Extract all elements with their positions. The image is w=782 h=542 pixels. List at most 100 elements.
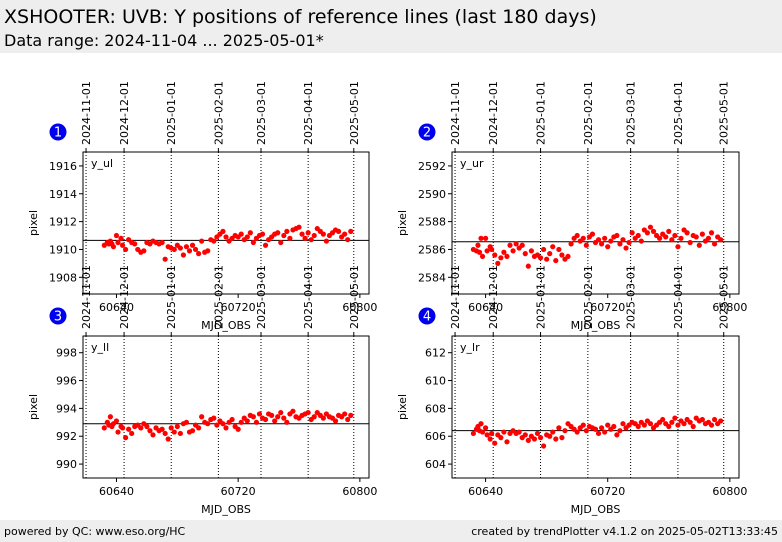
- data-point: [489, 246, 495, 253]
- data-point: [262, 416, 269, 423]
- data-point: [171, 246, 177, 253]
- plot-frame: [82, 335, 370, 479]
- data-point: [345, 416, 351, 423]
- data-point: [162, 256, 168, 262]
- month-date-label: 2024-12-01: [487, 265, 500, 329]
- data-point: [272, 418, 278, 424]
- data-point: [583, 242, 589, 248]
- data-point: [650, 228, 657, 234]
- data-point: [269, 412, 275, 418]
- x-tick-label: 60800: [342, 485, 377, 498]
- data-point: [476, 249, 483, 255]
- month-date-label: 2024-12-01: [118, 265, 131, 329]
- data-point: [281, 232, 287, 239]
- data-point: [144, 423, 150, 430]
- plot-frame: [451, 335, 740, 479]
- x-axis-label: MJD_OBS: [571, 319, 621, 332]
- y-tick-label: 998: [56, 347, 77, 360]
- page-header: XSHOOTER: UVB: Y positions of reference …: [0, 0, 782, 53]
- data-point: [475, 242, 481, 248]
- data-point: [174, 423, 180, 430]
- month-date-label: 2025-02-01: [582, 265, 595, 329]
- data-point: [705, 235, 712, 241]
- data-point: [244, 234, 250, 240]
- data-point: [250, 239, 256, 246]
- data-point: [647, 421, 654, 427]
- x-tick-label: 60720: [221, 301, 256, 314]
- x-axis-label: MJD_OBS: [201, 319, 251, 332]
- x-tick-label: 60720: [590, 485, 625, 498]
- month-date-label: 2025-03-01: [255, 81, 268, 145]
- x-tick-label: 60720: [221, 485, 256, 498]
- data-point: [501, 429, 507, 435]
- data-point: [147, 428, 153, 434]
- month-date-label: 2025-03-01: [625, 81, 638, 145]
- y-axis-label: pixel: [27, 394, 40, 420]
- data-point: [565, 253, 571, 260]
- data-point: [519, 242, 525, 248]
- data-point: [501, 249, 507, 255]
- data-point: [256, 411, 263, 417]
- panel-number-badge: [49, 123, 67, 141]
- data-point: [534, 430, 541, 437]
- data-point: [544, 256, 550, 262]
- data-point: [223, 425, 229, 431]
- data-point: [617, 428, 623, 434]
- data-point: [568, 241, 574, 247]
- data-point: [626, 239, 632, 246]
- data-point: [479, 253, 486, 260]
- data-point: [718, 418, 724, 424]
- data-point: [177, 245, 183, 251]
- data-point: [504, 253, 510, 260]
- data-point: [556, 425, 562, 431]
- data-point: [550, 429, 556, 435]
- data-point: [199, 238, 205, 244]
- data-point: [159, 426, 165, 432]
- data-point: [335, 228, 342, 234]
- data-point: [666, 228, 672, 234]
- data-point: [180, 252, 187, 258]
- data-point: [687, 419, 693, 425]
- data-point: [492, 252, 498, 258]
- data-point: [259, 231, 266, 237]
- data-point: [669, 419, 675, 425]
- data-point: [602, 429, 608, 435]
- page-footer: powered by QC: www.eso.org/HC created by…: [0, 520, 782, 542]
- y-tick-label: 608: [425, 402, 446, 415]
- data-point: [168, 425, 174, 431]
- y-tick-label: 994: [56, 402, 77, 415]
- data-point: [711, 416, 718, 423]
- month-date-label: 2024-11-01: [80, 265, 93, 329]
- data-point: [126, 426, 132, 432]
- data-point: [507, 242, 513, 248]
- y-tick-label: 610: [425, 375, 446, 388]
- data-point: [113, 418, 120, 424]
- data-point: [122, 435, 129, 441]
- data-point: [484, 432, 490, 438]
- data-point: [220, 421, 226, 427]
- data-point: [183, 419, 190, 425]
- data-point: [669, 237, 675, 243]
- month-date-label: 2025-04-01: [302, 265, 315, 329]
- month-date-label: 2024-12-01: [487, 81, 500, 145]
- data-point: [580, 235, 586, 241]
- data-point: [547, 433, 553, 439]
- data-point: [708, 422, 715, 428]
- data-point: [513, 241, 519, 247]
- data-point: [211, 238, 217, 244]
- y-tick-label: 1914: [49, 188, 77, 201]
- panel-number-label: 1: [54, 126, 62, 141]
- data-point: [150, 432, 156, 438]
- data-point: [138, 425, 144, 431]
- x-tick-label: 60640: [99, 485, 134, 498]
- x-tick-label: 60720: [590, 301, 625, 314]
- data-point: [275, 230, 281, 236]
- month-date-label: 2025-01-01: [535, 265, 548, 329]
- y-tick-label: 990: [56, 458, 77, 471]
- data-range-subtitle: Data range: 2024-11-04 ... 2025-05-01*: [4, 31, 324, 50]
- data-point: [284, 228, 290, 234]
- y-axis-label: pixel: [396, 210, 409, 236]
- data-point: [320, 231, 326, 237]
- data-point: [250, 414, 256, 420]
- data-point: [482, 425, 489, 431]
